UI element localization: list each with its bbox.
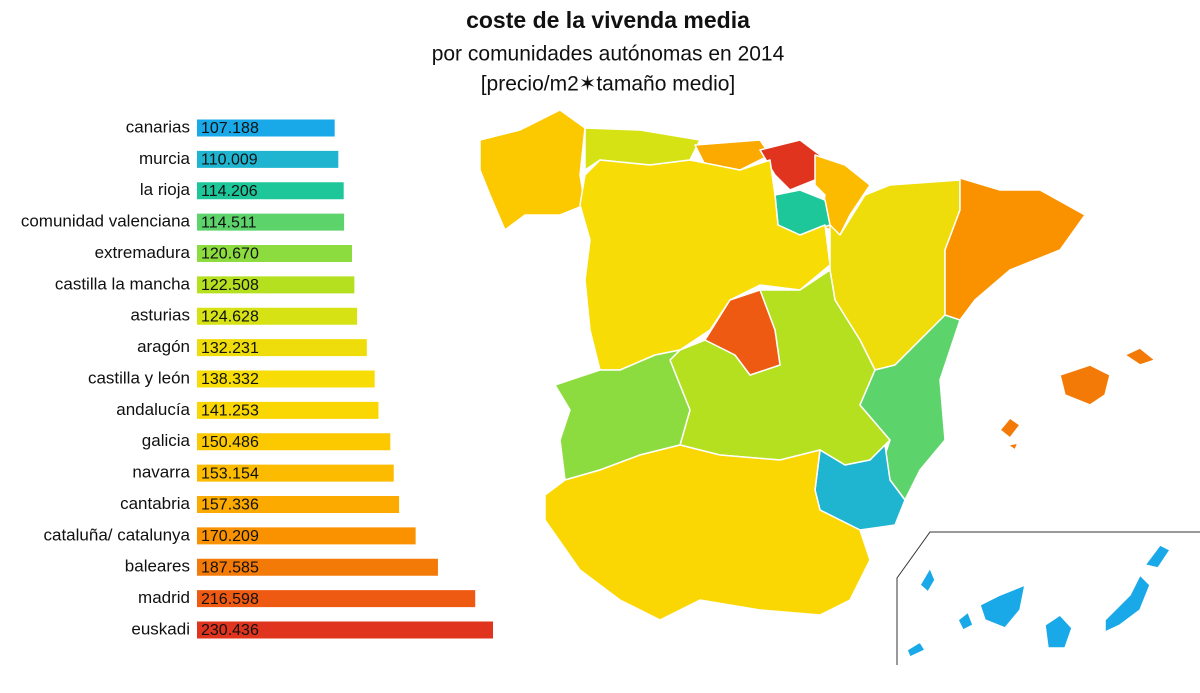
bar — [197, 558, 438, 576]
bar — [197, 433, 391, 451]
value-label: 141.253 — [201, 403, 259, 420]
value-label: 150.486 — [201, 434, 259, 451]
bar — [197, 119, 335, 137]
value-label: 170.209 — [201, 528, 259, 545]
value-label: 187.585 — [201, 559, 259, 576]
category-label: baleares — [125, 557, 190, 576]
value-label: 124.628 — [201, 308, 259, 325]
bar — [197, 245, 353, 262]
bar — [197, 621, 493, 639]
value-label: 110.009 — [201, 152, 258, 169]
category-label: la rioja — [140, 180, 191, 199]
bar — [197, 150, 339, 168]
map-region — [704, 289, 781, 376]
bar — [197, 182, 344, 200]
map-region — [554, 349, 691, 481]
category-label: euskadi — [131, 619, 190, 638]
map-region — [544, 444, 871, 621]
map-region — [694, 139, 771, 171]
value-label: 153.154 — [201, 465, 259, 482]
chart-subtitle: por comunidades autónomas en 2014 — [432, 43, 785, 66]
bar — [197, 370, 375, 388]
category-label: comunidad valenciana — [21, 212, 191, 231]
bar — [197, 339, 367, 357]
category-label: cantabria — [120, 494, 190, 513]
map-region — [859, 314, 961, 501]
value-label: 122.508 — [201, 277, 259, 294]
category-label: galicia — [142, 431, 191, 450]
map-region — [906, 544, 1171, 658]
chart-subtitle: [precio/m2✶tamaño medio] — [481, 73, 736, 96]
value-label: 114.206 — [201, 183, 258, 200]
category-label: castilla la mancha — [55, 274, 191, 293]
value-label: 107.188 — [201, 120, 259, 137]
value-label: 138.332 — [201, 371, 259, 388]
category-label: murcia — [139, 149, 191, 168]
bar — [197, 401, 379, 419]
category-label: canarias — [126, 117, 190, 136]
value-label: 114.511 — [201, 214, 257, 231]
category-label: cataluña/ catalunya — [44, 525, 191, 544]
category-label: navarra — [132, 463, 190, 482]
category-label: castilla y león — [88, 368, 190, 387]
bar — [197, 307, 358, 325]
map-region — [999, 347, 1156, 451]
map — [479, 109, 1171, 658]
value-label: 230.436 — [201, 622, 259, 639]
bar — [197, 590, 476, 608]
category-label: asturias — [130, 306, 190, 325]
value-label: 132.231 — [201, 340, 259, 357]
bar — [197, 276, 355, 294]
bar — [197, 213, 345, 231]
category-label: andalucía — [116, 400, 190, 419]
value-label: 216.598 — [201, 591, 259, 608]
map-region — [944, 177, 1086, 321]
bar — [197, 496, 400, 513]
inset-frame — [896, 531, 1200, 665]
value-label: 120.670 — [201, 246, 259, 263]
chart-title: coste de la vivenda media — [466, 7, 750, 33]
map-region — [579, 159, 831, 371]
bar — [197, 464, 394, 482]
category-label: madrid — [138, 588, 190, 607]
category-label: extremadura — [95, 243, 191, 262]
bar — [197, 527, 416, 545]
category-label: aragón — [137, 337, 190, 356]
value-label: 157.336 — [201, 497, 259, 514]
map-region — [479, 109, 586, 231]
